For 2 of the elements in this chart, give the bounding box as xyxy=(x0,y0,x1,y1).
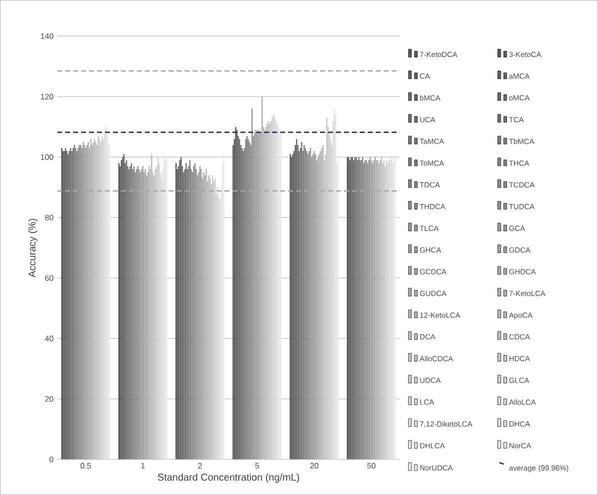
x-axis-title: Standard Concentration (ng/mL) xyxy=(158,473,300,483)
y-axis-title: Accuracy (%) xyxy=(28,218,38,278)
